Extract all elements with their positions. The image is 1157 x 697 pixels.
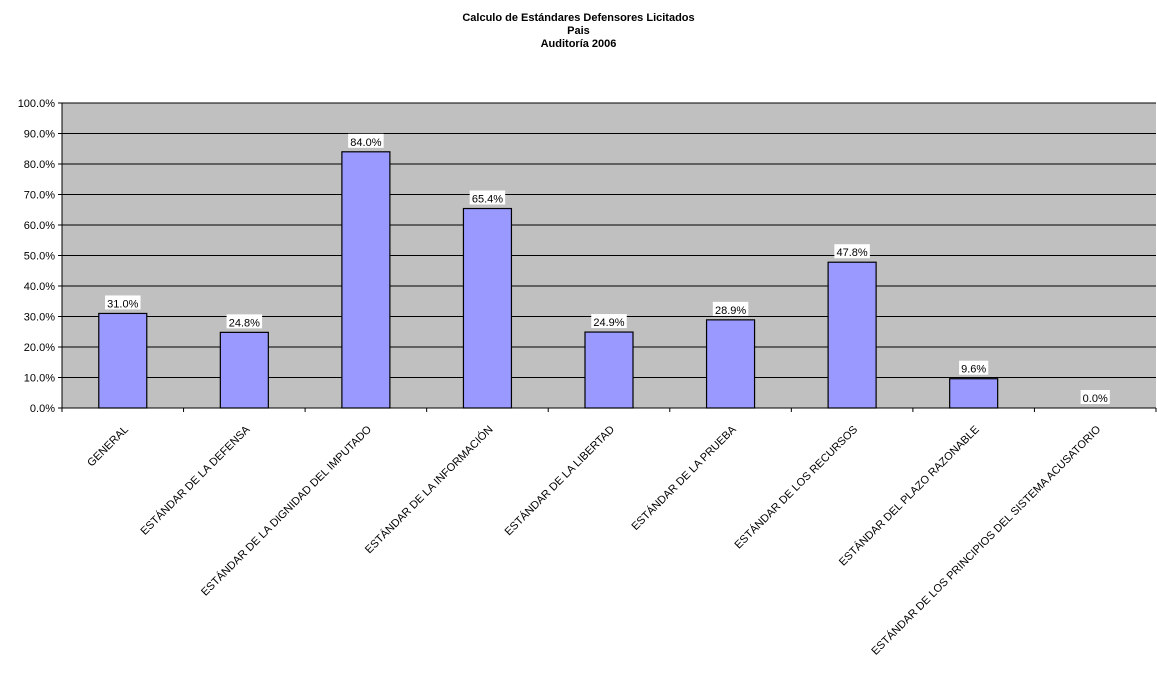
- y-tick-label: 50.0%: [24, 251, 55, 263]
- y-tick-label: 80.0%: [24, 159, 55, 171]
- data-label-background: [348, 133, 384, 148]
- category-label: ESTÁNDAR DE LOS RECURSOS: [732, 423, 860, 551]
- bar: [462, 207, 513, 409]
- data-label-background: [959, 360, 989, 375]
- y-tick-label: 90.0%: [24, 129, 55, 141]
- data-label: 65.4%: [472, 194, 503, 206]
- data-label-background: [591, 314, 627, 329]
- chart-title: Calculo de Estándares Defensores Licitad…: [462, 12, 695, 24]
- bar: [219, 331, 269, 409]
- bar: [98, 312, 148, 409]
- y-tick-label: 100.0%: [18, 98, 56, 110]
- y-tick-label: 70.0%: [24, 190, 55, 202]
- category-label: ESTÁNDAR DE LA DEFENSA: [138, 422, 253, 537]
- data-label: 31.0%: [107, 298, 138, 310]
- y-tick-label: 20.0%: [24, 342, 55, 354]
- chart-subtitle-audit: Auditoría 2006: [540, 38, 617, 50]
- bar: [827, 261, 877, 409]
- data-label-background: [712, 301, 749, 316]
- bar: [949, 378, 999, 409]
- bar: [341, 151, 391, 409]
- data-label-background: [834, 244, 870, 259]
- y-tick-label: 40.0%: [24, 281, 55, 293]
- data-label-background: [1080, 390, 1110, 404]
- data-label-background: [105, 295, 141, 310]
- data-label: 24.8%: [229, 317, 260, 329]
- category-label: GENERAL: [85, 424, 131, 470]
- data-label: 47.8%: [837, 247, 868, 259]
- category-label: ESTÁNDAR DEL PLAZO RAZONABLE: [836, 423, 981, 568]
- y-tick-label: 10.0%: [24, 373, 55, 385]
- bar: [705, 319, 756, 409]
- category-label: ESTÁNDAR DE LA PRUEBA: [629, 422, 739, 532]
- bar: [584, 331, 634, 409]
- y-tick-label: 30.0%: [24, 312, 55, 324]
- data-label: 9.6%: [961, 364, 986, 376]
- data-label-background: [226, 314, 263, 329]
- data-label: 24.9%: [593, 317, 624, 329]
- data-label: 0.0%: [1083, 393, 1108, 405]
- category-label: ESTÁNDAR DE LA INFORMACIÓN: [362, 423, 495, 556]
- data-label-background: [469, 190, 506, 205]
- data-label: 84.0%: [350, 137, 381, 149]
- category-label: ESTÁNDAR DE LA LIBERTAD: [502, 423, 617, 538]
- y-tick-label: 0.0%: [30, 403, 55, 415]
- category-label: ESTÁNDAR DE LOS PRINCIPIOS DEL SISTEMA A…: [869, 423, 1104, 658]
- chart-subtitle-country: Pais: [567, 25, 590, 37]
- data-label: 28.9%: [715, 305, 746, 317]
- y-tick-label: 60.0%: [24, 220, 55, 232]
